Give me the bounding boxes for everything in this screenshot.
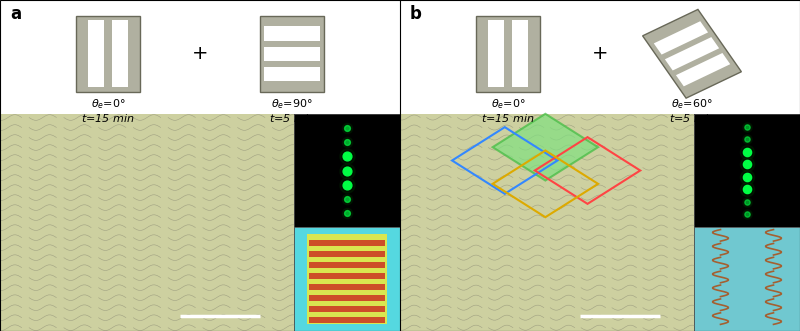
Point xyxy=(341,140,354,145)
Point xyxy=(341,126,354,131)
Bar xyxy=(694,114,800,331)
Text: $t$=15 min: $t$=15 min xyxy=(481,112,535,124)
Point xyxy=(741,199,754,205)
Point xyxy=(741,187,754,192)
Bar xyxy=(512,20,528,87)
Point xyxy=(341,182,354,187)
Point xyxy=(341,154,354,159)
Bar xyxy=(264,47,320,61)
Point xyxy=(741,137,754,142)
Bar xyxy=(294,114,400,331)
Point xyxy=(341,126,354,131)
Text: b: b xyxy=(410,5,422,23)
Point xyxy=(741,162,754,167)
Point xyxy=(741,212,754,217)
Text: $\theta_e$=60°: $\theta_e$=60° xyxy=(671,97,713,111)
Point xyxy=(741,174,754,179)
Bar xyxy=(309,306,385,312)
Point xyxy=(341,168,354,173)
Text: $t$=5 min: $t$=5 min xyxy=(669,112,715,124)
Point xyxy=(741,187,754,192)
Point xyxy=(341,196,354,201)
Bar xyxy=(0,0,400,114)
Text: $t$=5 min: $t$=5 min xyxy=(269,112,315,124)
Polygon shape xyxy=(642,9,742,98)
Point xyxy=(741,212,754,217)
Bar xyxy=(112,20,128,87)
Bar xyxy=(88,20,104,87)
Bar xyxy=(309,262,385,268)
Point xyxy=(341,210,354,215)
Point xyxy=(741,124,754,129)
Text: +: + xyxy=(192,44,208,63)
Text: $\theta_e$=0°: $\theta_e$=0° xyxy=(90,97,126,111)
Text: $\theta_e$=90°: $\theta_e$=90° xyxy=(271,97,313,111)
Bar xyxy=(264,67,320,81)
Bar xyxy=(309,284,385,290)
Bar xyxy=(309,273,385,279)
Bar xyxy=(264,26,320,41)
Point xyxy=(341,168,354,173)
Bar xyxy=(488,20,504,87)
Bar xyxy=(309,240,385,246)
Text: $\theta_e$=0°: $\theta_e$=0° xyxy=(490,97,526,111)
Bar xyxy=(294,227,400,331)
Bar xyxy=(307,234,386,324)
Text: a: a xyxy=(10,5,21,23)
Text: +: + xyxy=(592,44,608,63)
Text: $t$=15 min: $t$=15 min xyxy=(81,112,135,124)
Bar xyxy=(309,317,385,323)
Bar xyxy=(294,114,400,227)
Bar xyxy=(694,114,800,227)
Bar xyxy=(309,295,385,301)
Point xyxy=(741,149,754,155)
Bar xyxy=(476,16,540,92)
Bar xyxy=(260,16,324,92)
Point xyxy=(341,196,354,201)
Point xyxy=(341,154,354,159)
Bar xyxy=(400,114,694,331)
Bar xyxy=(0,114,294,331)
Polygon shape xyxy=(676,53,730,86)
Bar xyxy=(694,227,800,331)
Point xyxy=(341,140,354,145)
Bar xyxy=(400,0,800,114)
Polygon shape xyxy=(493,114,598,180)
Point xyxy=(741,149,754,155)
Polygon shape xyxy=(654,21,708,55)
Point xyxy=(741,174,754,179)
Point xyxy=(741,199,754,205)
Point xyxy=(341,182,354,187)
Bar xyxy=(309,251,385,257)
Point xyxy=(741,137,754,142)
Point xyxy=(341,210,354,215)
Bar xyxy=(76,16,140,92)
Point xyxy=(741,124,754,129)
Polygon shape xyxy=(665,37,719,71)
Point xyxy=(741,162,754,167)
